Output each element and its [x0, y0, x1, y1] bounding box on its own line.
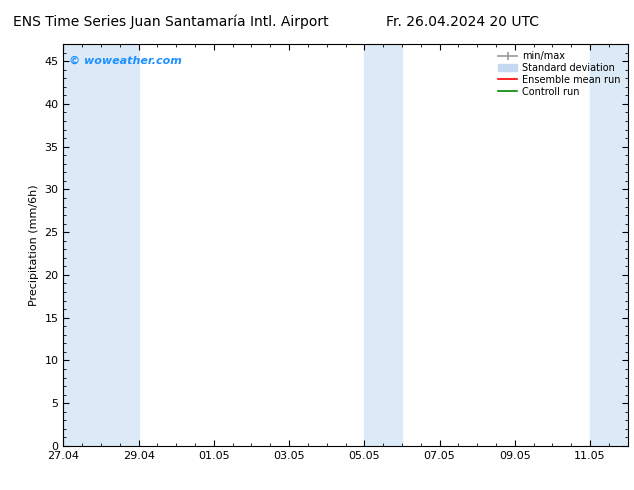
Bar: [590, 44, 628, 446]
Legend: min/max, Standard deviation, Ensemble mean run, Controll run: min/max, Standard deviation, Ensemble me…: [494, 47, 624, 100]
Text: © woweather.com: © woweather.com: [69, 56, 182, 66]
Bar: [63, 44, 139, 446]
Text: Fr. 26.04.2024 20 UTC: Fr. 26.04.2024 20 UTC: [386, 15, 540, 29]
Text: ENS Time Series Juan Santamaría Intl. Airport: ENS Time Series Juan Santamaría Intl. Ai…: [13, 15, 329, 29]
Y-axis label: Precipitation (mm/6h): Precipitation (mm/6h): [29, 184, 39, 306]
Bar: [365, 44, 402, 446]
